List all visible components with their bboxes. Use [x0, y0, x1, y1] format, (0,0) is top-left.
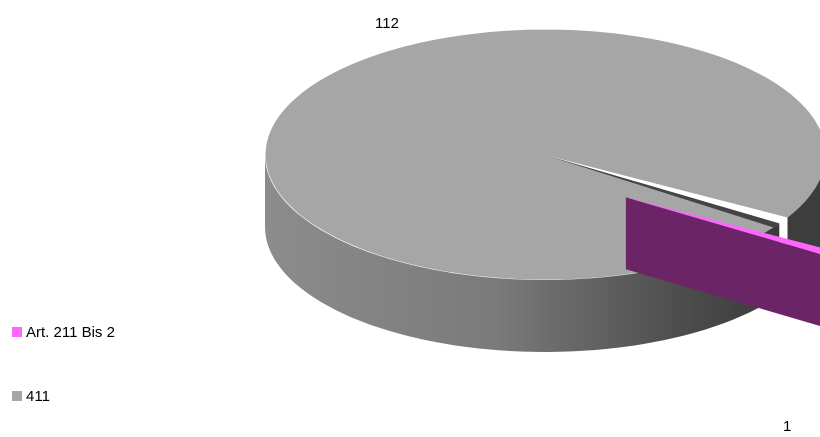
- legend-label-411: 411: [26, 387, 50, 405]
- legend-swatch-art-211-bis-2: [12, 327, 22, 337]
- pie-plot-area: [265, 29, 820, 352]
- legend-item-art-211-bis-2: Art. 211 Bis 2: [12, 322, 115, 342]
- slice-411-cut-wall: [545, 155, 780, 228]
- slice-411-side: [265, 155, 780, 352]
- data-label-art-211-bis-2: 1: [783, 418, 791, 435]
- slice-art-211-bis-2: [625, 197, 820, 254]
- legend-swatch-411: [12, 391, 22, 401]
- slice-art-211-bis-2-wall: [625, 197, 820, 326]
- data-label-411: 112: [375, 15, 399, 32]
- legend-label-art-211-bis-2: Art. 211 Bis 2: [26, 323, 115, 341]
- legend-item-411: 411: [12, 386, 115, 406]
- legend: Art. 211 Bis 2 411: [12, 322, 115, 406]
